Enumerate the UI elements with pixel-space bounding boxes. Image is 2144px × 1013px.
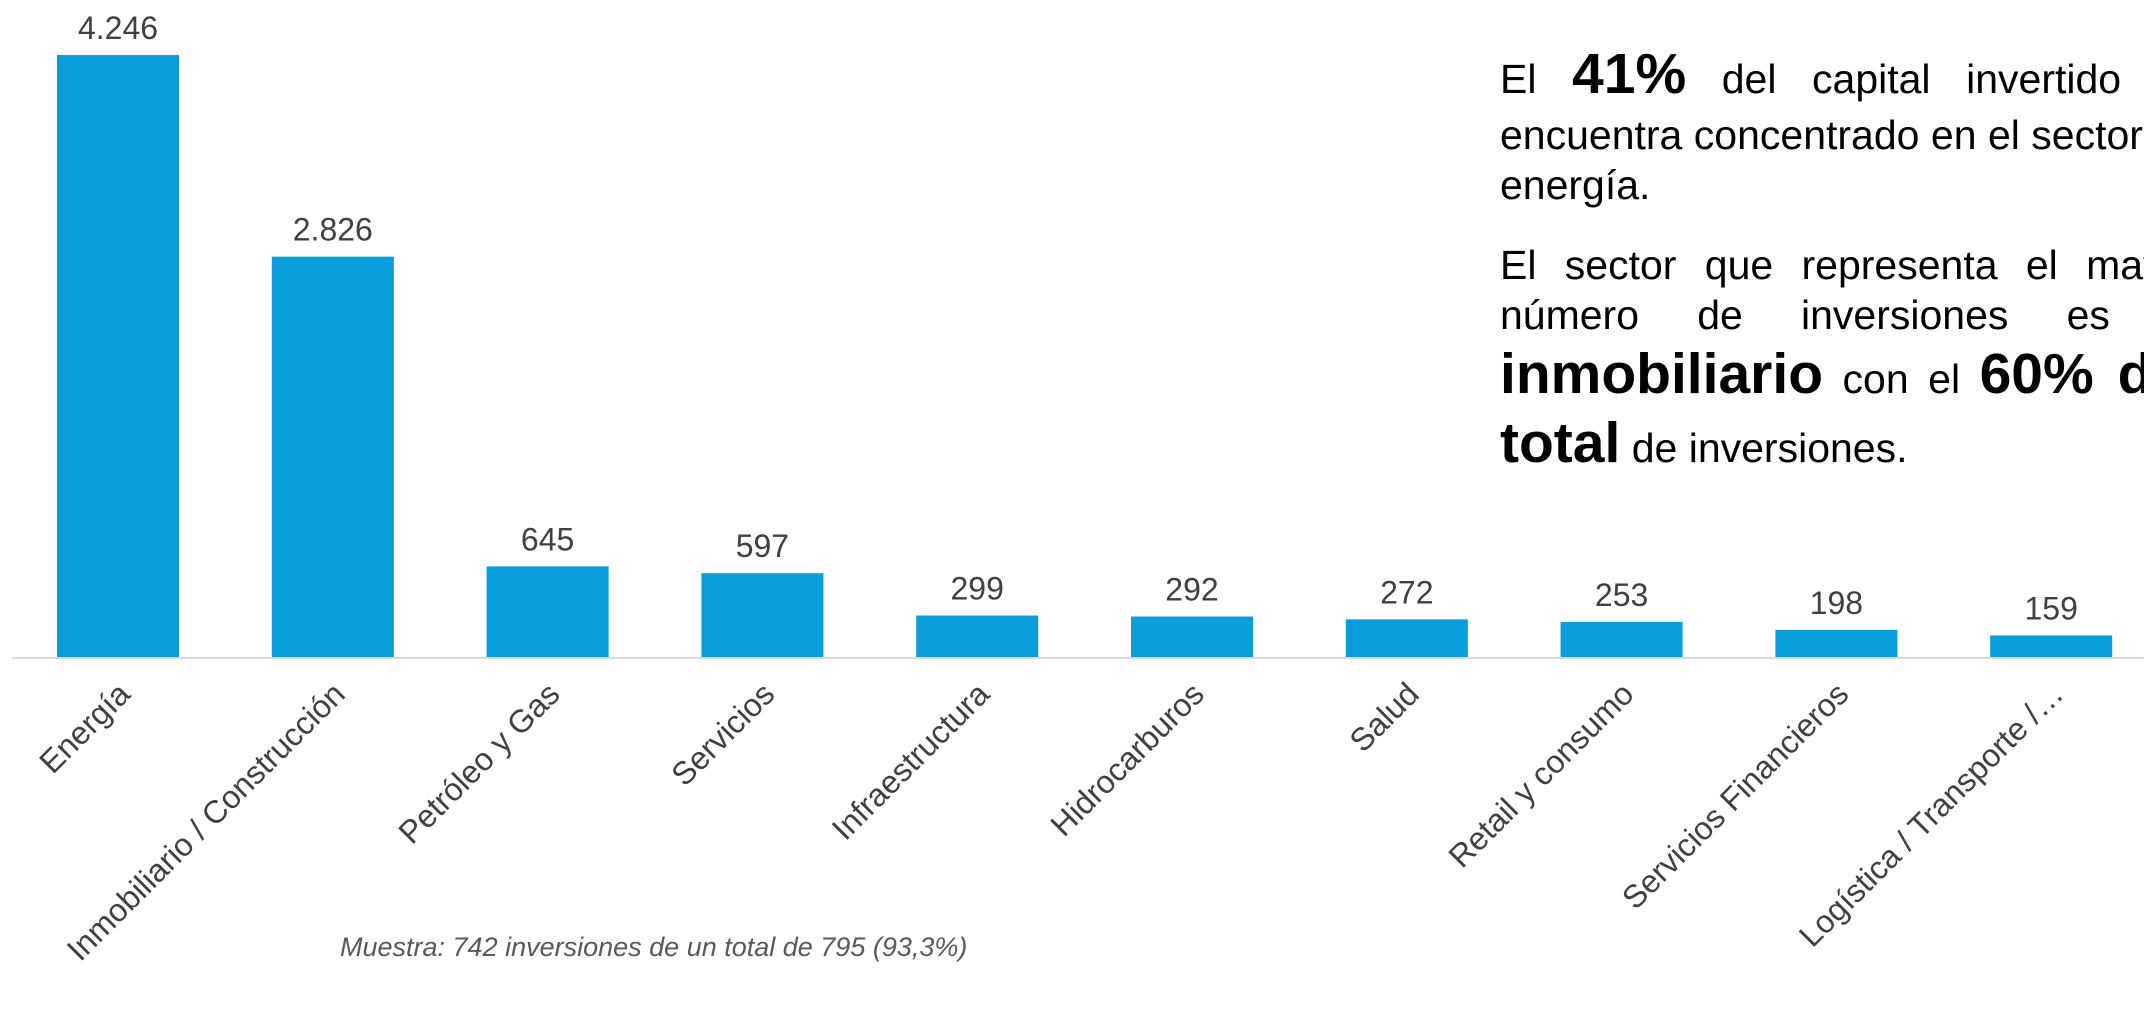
bar-value-label: 159 [2025, 590, 2078, 626]
bar-value-label: 2.826 [293, 212, 373, 248]
insight-highlight-share: 60% del total [1500, 341, 2144, 476]
category-label: Retail y consumo [1442, 675, 1641, 874]
bar-6 [1131, 616, 1253, 658]
insight-text-run: El sector que representa el mayor número… [1500, 241, 2144, 338]
bar-9 [1775, 629, 1898, 658]
bar-10 [1990, 635, 2113, 658]
bar-value-label: 198 [1810, 585, 1863, 621]
category-label: Salud [1342, 675, 1425, 758]
bar-value-label: 299 [951, 571, 1004, 607]
bar-3 [486, 566, 609, 658]
bar-5 [916, 615, 1039, 658]
bar-1 [57, 55, 179, 658]
insight-highlight-sector: inmobiliario [1500, 341, 1824, 406]
bars-group [57, 55, 2113, 658]
insight-text-run: con el [1823, 355, 1980, 402]
bar-value-label: 253 [1595, 577, 1648, 613]
bar-2 [271, 256, 394, 658]
insight-paragraph-sector: El sector que representa el mayor número… [1500, 240, 2144, 479]
bar-value-label: 292 [1165, 572, 1218, 608]
bar-value-label: 597 [736, 528, 789, 564]
bar-value-label: 4.246 [78, 10, 158, 46]
bar-8 [1560, 622, 1683, 658]
category-label: Petróleo y Gas [391, 675, 566, 850]
bar-4 [701, 573, 824, 658]
category-label: Servicios [664, 675, 781, 792]
insight-text-run: del capital invertido se encuentra conce… [1500, 56, 2144, 208]
bar-value-label: 645 [521, 521, 574, 557]
category-label: Infraestructura [825, 675, 996, 846]
sample-note: Muestra: 742 inversiones de un total de … [340, 932, 968, 962]
insight-text: El 41% del capital invertido se encuentr… [1500, 40, 2144, 509]
bar-value-label: 272 [1380, 574, 1433, 610]
category-label: Servicios Financieros [1615, 675, 1855, 915]
insight-highlight-percent: 41% [1572, 42, 1687, 106]
insight-paragraph-capital: El 41% del capital invertido se encuentr… [1500, 40, 2144, 210]
bar-7 [1345, 619, 1468, 658]
insight-text-run: de inversiones. [1620, 425, 1908, 472]
insight-text-run: El [1500, 56, 1573, 102]
category-label: Hidrocarburos [1043, 675, 1211, 843]
category-label: Energía [32, 675, 137, 780]
value-labels-group: 4.246 2.826 645 597 299 292 272 253 198 159 [78, 10, 2078, 626]
